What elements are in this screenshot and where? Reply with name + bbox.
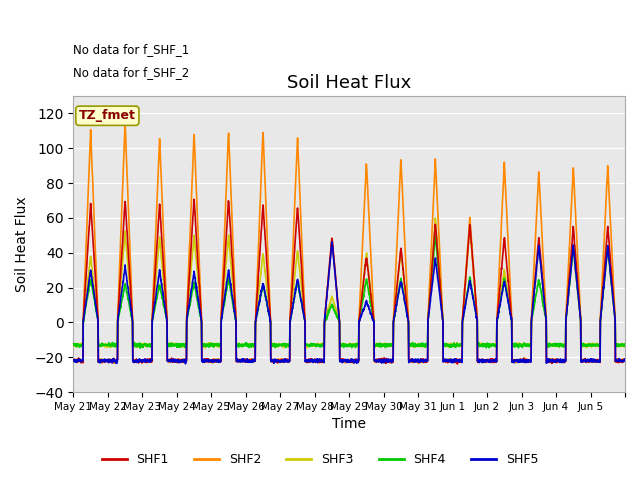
SHF4 xyxy=(516,343,524,349)
SHF2 xyxy=(244,359,252,364)
SHF3 xyxy=(244,342,252,348)
Line: SHF1: SHF1 xyxy=(74,199,625,364)
SHF3 xyxy=(70,343,77,348)
SHF4 xyxy=(547,342,555,348)
SHF1 xyxy=(244,357,252,363)
SHF2 xyxy=(125,213,132,219)
SHF4 xyxy=(136,345,144,351)
SHF3 xyxy=(621,343,629,348)
SHF3 xyxy=(547,341,555,347)
SHF1 xyxy=(614,358,621,364)
SHF5 xyxy=(614,358,621,363)
SHF4 xyxy=(70,341,77,347)
SHF2 xyxy=(614,358,621,363)
SHF5 xyxy=(70,358,77,363)
SHF4 xyxy=(244,342,252,348)
SHF2 xyxy=(547,356,555,361)
Text: No data for f_SHF_1: No data for f_SHF_1 xyxy=(74,43,189,56)
Title: Soil Heat Flux: Soil Heat Flux xyxy=(287,73,412,92)
SHF1 xyxy=(125,252,132,258)
SHF4 xyxy=(431,234,439,240)
SHF1 xyxy=(190,196,198,202)
Legend: SHF1, SHF2, SHF3, SHF4, SHF5: SHF1, SHF2, SHF3, SHF4, SHF5 xyxy=(97,448,543,471)
SHF1 xyxy=(547,357,555,363)
SHF4 xyxy=(614,341,621,347)
SHF5 xyxy=(383,358,390,364)
Y-axis label: Soil Heat Flux: Soil Heat Flux xyxy=(15,196,29,292)
X-axis label: Time: Time xyxy=(332,418,366,432)
SHF1 xyxy=(516,357,524,362)
Line: SHF3: SHF3 xyxy=(74,218,625,348)
SHF2 xyxy=(383,360,390,365)
SHF2 xyxy=(621,358,629,363)
SHF5 xyxy=(621,357,629,363)
SHF1 xyxy=(454,361,461,367)
Text: No data for f_SHF_2: No data for f_SHF_2 xyxy=(74,66,189,79)
SHF2 xyxy=(70,358,77,364)
SHF5 xyxy=(182,361,189,367)
SHF1 xyxy=(70,358,77,364)
Text: TZ_fmet: TZ_fmet xyxy=(79,109,136,122)
SHF3 xyxy=(202,345,209,351)
SHF3 xyxy=(431,216,439,221)
SHF4 xyxy=(383,342,390,348)
SHF2 xyxy=(415,360,422,366)
SHF5 xyxy=(244,358,252,363)
SHF4 xyxy=(621,341,629,347)
SHF3 xyxy=(125,270,132,276)
SHF1 xyxy=(383,360,390,365)
SHF3 xyxy=(383,342,390,348)
SHF5 xyxy=(328,239,335,245)
SHF2 xyxy=(122,119,129,124)
SHF3 xyxy=(516,342,524,348)
SHF5 xyxy=(547,358,555,363)
SHF3 xyxy=(614,342,621,348)
SHF4 xyxy=(125,296,132,302)
SHF5 xyxy=(125,289,132,295)
Line: SHF5: SHF5 xyxy=(74,242,625,364)
Line: SHF2: SHF2 xyxy=(74,121,625,363)
Line: SHF4: SHF4 xyxy=(74,237,625,348)
SHF5 xyxy=(516,359,524,365)
SHF2 xyxy=(516,359,524,364)
SHF1 xyxy=(621,357,629,363)
